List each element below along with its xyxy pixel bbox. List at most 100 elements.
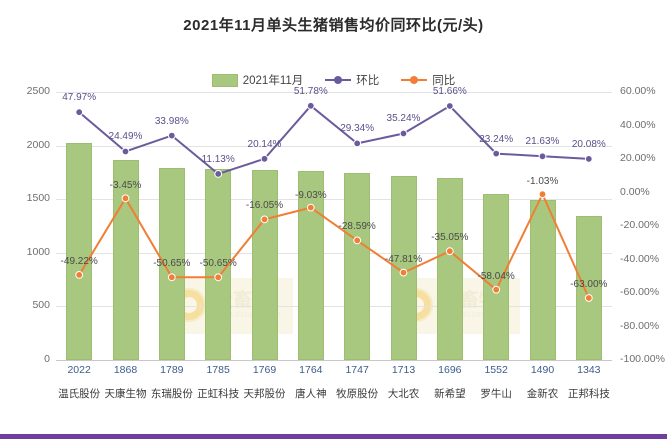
y-tick-left: 500: [32, 299, 50, 312]
bar-value-label: 1789: [160, 364, 184, 376]
data-point[interactable]: [260, 154, 269, 163]
data-point[interactable]: [75, 108, 84, 117]
y-tick-left: 1500: [26, 192, 50, 205]
gridline: [56, 145, 612, 147]
bar-value-label: 1764: [299, 364, 323, 376]
legend-label-bar: 2021年11月: [242, 75, 304, 87]
data-point[interactable]: [445, 247, 454, 256]
tongbi-label: -9.03%: [294, 189, 327, 201]
huanbi-label: 24.49%: [108, 131, 143, 143]
huanbi-label: 51.78%: [293, 85, 328, 97]
legend-item-bar[interactable]: 2021年11月: [211, 72, 304, 88]
gridline: [56, 92, 612, 93]
huanbi-label: 20.14%: [247, 138, 282, 150]
bar-value-label: 2022: [67, 364, 91, 376]
gridline: [56, 199, 612, 201]
legend-swatch-huanbi: [325, 74, 352, 86]
bar-value-label: 1769: [252, 364, 277, 376]
huanbi-label: 33.98%: [154, 115, 189, 127]
x-axis-category: 正虹科技: [197, 388, 240, 400]
data-point[interactable]: [399, 268, 408, 277]
y-tick-left: 2500: [26, 85, 50, 97]
tongbi-label: -63.00%: [570, 279, 608, 291]
tongbi-label: -28.59%: [338, 221, 376, 233]
bar-series: [56, 92, 612, 360]
bar[interactable]: [297, 170, 324, 360]
data-point[interactable]: [214, 273, 223, 282]
data-point[interactable]: [121, 147, 130, 156]
huanbi-label: 20.08%: [571, 138, 606, 150]
tongbi-label: -35.05%: [431, 232, 469, 244]
bar-value-label: 1868: [113, 364, 138, 376]
bar-value-label: 1696: [438, 364, 462, 376]
data-point[interactable]: [538, 152, 547, 161]
data-labels: 47.97% 24.49% 33.98% 11.13% 20.14% 51.78% 29.3…: [56, 86, 612, 360]
bar-value-label: 1713: [391, 364, 416, 376]
x-axis-category: 罗牛山: [480, 388, 512, 400]
bar[interactable]: [436, 178, 463, 360]
x-axis-category: 新希望: [434, 388, 466, 400]
huanbi-label: 11.13%: [201, 153, 235, 165]
legend-swatch-tongbi: [401, 74, 428, 86]
data-point[interactable]: [167, 131, 176, 140]
tongbi-label: -49.22%: [60, 255, 98, 267]
data-point[interactable]: [353, 236, 362, 245]
tongbi-label: -50.65%: [153, 258, 191, 270]
data-point[interactable]: [75, 271, 84, 279]
tongbi-label: -16.05%: [245, 200, 284, 212]
data-point[interactable]: [399, 129, 408, 138]
data-point[interactable]: [492, 149, 501, 158]
data-point[interactable]: [538, 190, 547, 199]
tongbi-label: -50.65%: [199, 258, 237, 270]
x-axis-category: 天康生物: [104, 388, 147, 400]
x-axis-category: 牧原股份: [336, 388, 379, 400]
line-path: [78, 104, 589, 176]
y-tick-left: 2000: [26, 138, 50, 151]
data-point[interactable]: [584, 155, 593, 163]
bar[interactable]: [112, 159, 139, 360]
legend-label-tongbi: 同比: [432, 75, 456, 87]
data-point[interactable]: [492, 285, 501, 294]
bar[interactable]: [344, 172, 371, 360]
x-axis-category: 天邦股份: [243, 388, 286, 400]
bar[interactable]: [575, 216, 602, 360]
legend-label-huanbi: 环比: [356, 75, 380, 87]
bar[interactable]: [483, 193, 510, 360]
y-tick-left: 1000: [26, 245, 50, 258]
gridline: [56, 306, 612, 308]
bar[interactable]: [251, 170, 278, 360]
data-point[interactable]: [584, 294, 593, 302]
huanbi-label: 23.24%: [479, 133, 514, 145]
y-tick-right: 0.00%: [620, 185, 650, 198]
bar[interactable]: [66, 143, 93, 360]
data-point[interactable]: [306, 203, 315, 212]
huanbi-label: 35.24%: [386, 113, 421, 125]
data-point[interactable]: [445, 102, 454, 110]
bar[interactable]: [205, 168, 232, 360]
huanbi-label: 47.97%: [62, 92, 97, 104]
data-point[interactable]: [353, 139, 362, 148]
y-tick-right: -80.00%: [620, 319, 660, 332]
legend-item-huanbi[interactable]: 环比: [325, 72, 379, 88]
bar[interactable]: [529, 200, 556, 360]
data-point[interactable]: [167, 273, 176, 282]
bar-value-label: 1785: [206, 364, 230, 376]
y-tick-right: -20.00%: [620, 219, 660, 231]
bar-value-label: 1343: [577, 364, 601, 376]
bar-value-label: 1552: [484, 364, 508, 376]
huanbi-label: 21.63%: [525, 136, 560, 148]
line-series: [75, 101, 593, 302]
plot-area: 47.97% 24.49% 33.98% 11.13% 20.14% 51.78% 29.3…: [56, 86, 612, 361]
bar-value-label: 1747: [345, 364, 369, 376]
data-point[interactable]: [260, 215, 269, 224]
x-axis-category: 唐人神: [295, 388, 327, 400]
y-tick-right: -100.00%: [620, 353, 665, 365]
data-point[interactable]: [306, 101, 315, 110]
tongbi-label: -1.03%: [526, 176, 559, 188]
huanbi-label: 29.34%: [340, 123, 375, 135]
data-point[interactable]: [121, 194, 130, 203]
data-point[interactable]: [214, 170, 223, 178]
legend-item-tongbi[interactable]: 同比: [401, 72, 455, 88]
legend-swatch-bar: [211, 73, 238, 87]
